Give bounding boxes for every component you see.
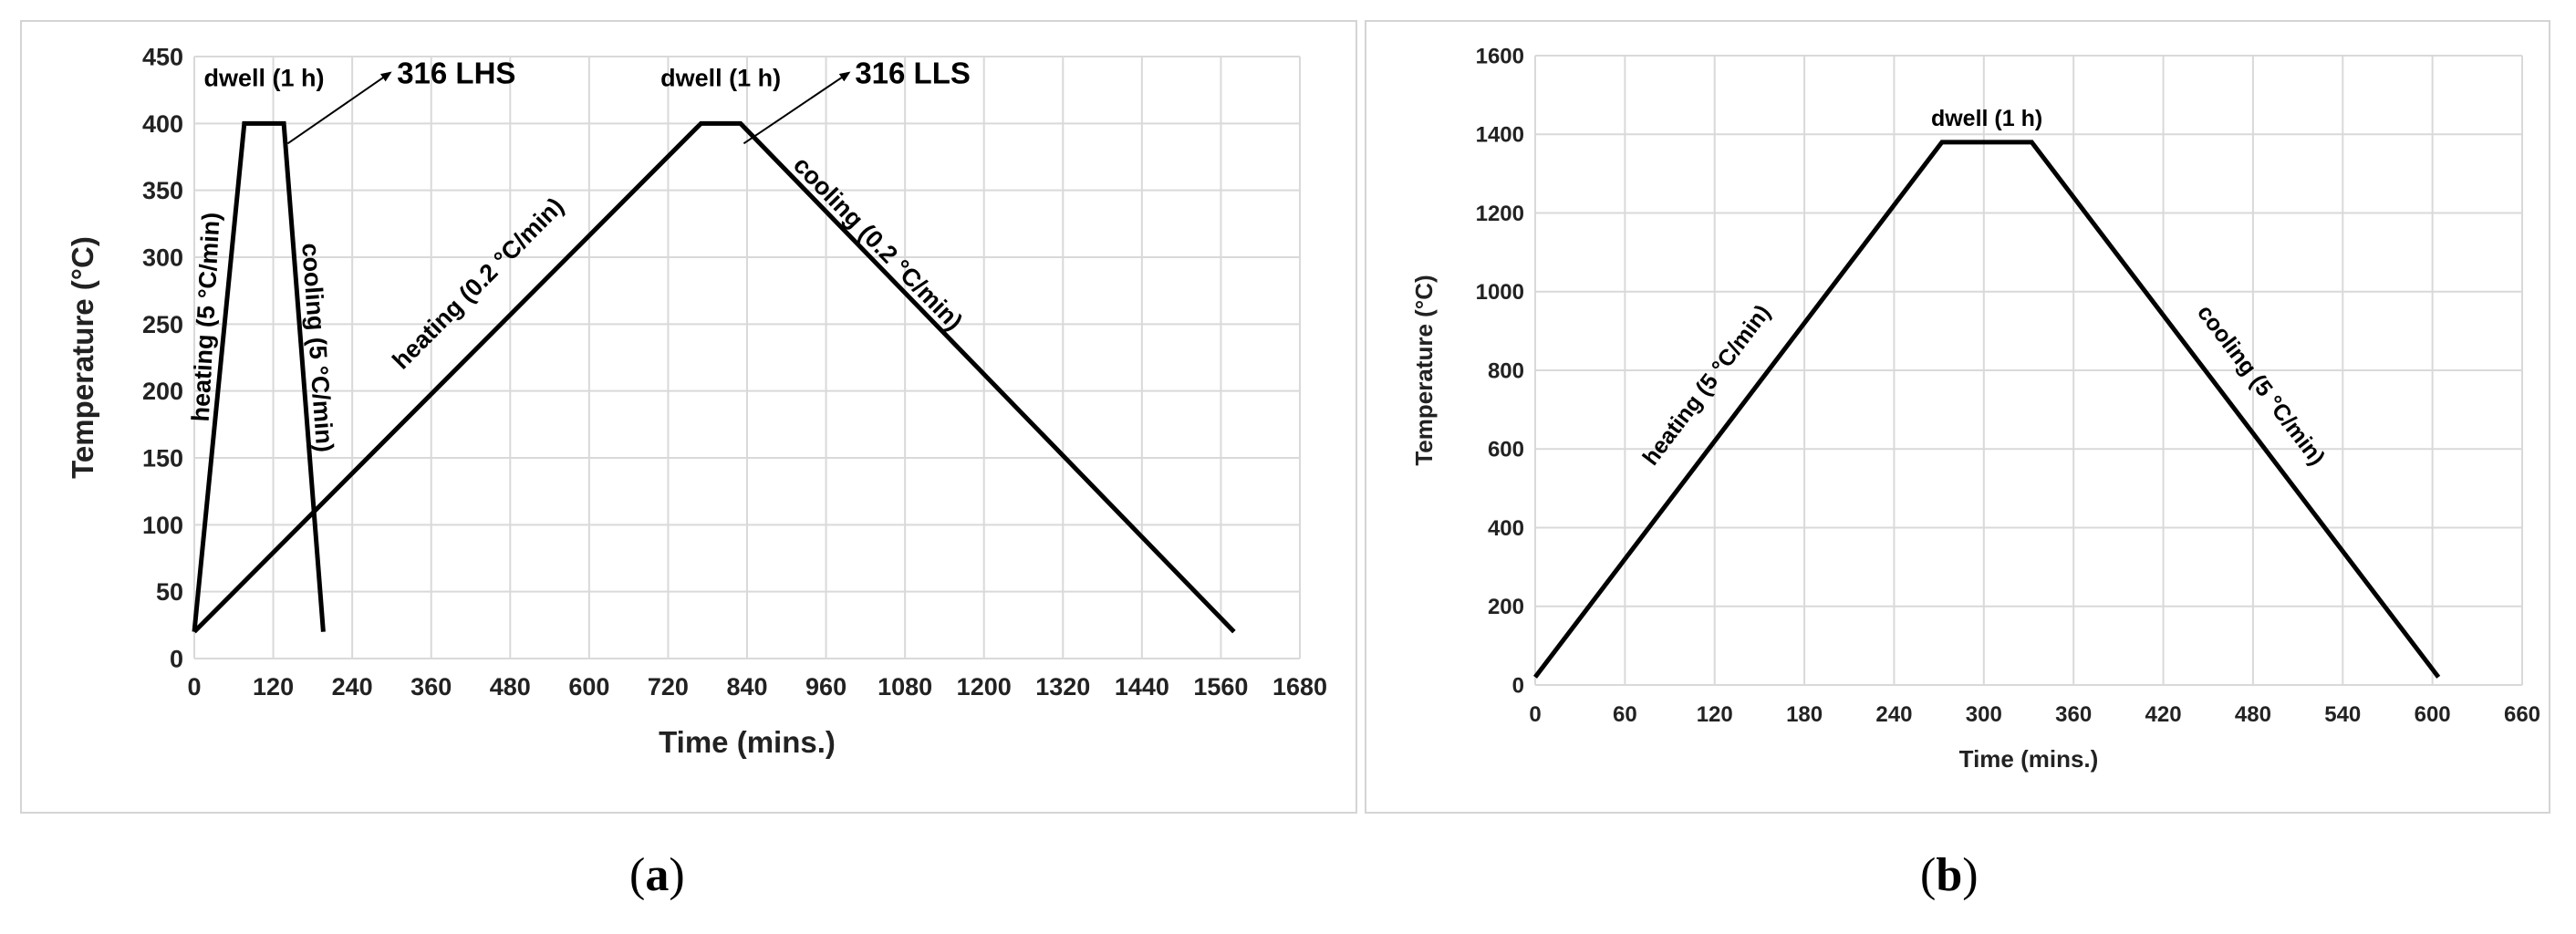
caption-a: (a) <box>629 849 685 901</box>
chart-a-y-tick-label: 100 <box>142 512 183 539</box>
chart-b-x-tick-label: 660 <box>2504 702 2540 727</box>
chart-b-y-tick-label: 400 <box>1488 516 1524 541</box>
chart-a-x-tick-label: 720 <box>648 673 689 700</box>
chart-a-y-tick-label: 0 <box>170 645 183 672</box>
chart-panel-b: 0 60 120 180 240 300 360 420 480 540 600 660 0 200 400… <box>1365 20 2550 814</box>
chart-b-x-axis-label: Time (mins.) <box>1959 745 2099 773</box>
chart-a-x-tick-label: 1560 <box>1193 673 1248 700</box>
chart-a-dwell-lhs-label: dwell (1 h) <box>203 64 324 91</box>
chart-b-x-tick-label: 420 <box>2145 702 2182 727</box>
chart-a-cooling-lls-label: cooling (0.2 °C/min) <box>788 151 968 336</box>
chart-b-x-tick-label: 600 <box>2415 702 2451 727</box>
chart-a-x-tick-label: 1680 <box>1272 673 1327 700</box>
chart-b-x-tick-label: 60 <box>1613 702 1637 727</box>
chart-b-series-line-1 <box>1533 140 2441 679</box>
chart-a-y-tick-label: 300 <box>142 244 183 271</box>
chart-b-x-tick-label: 360 <box>2055 702 2092 727</box>
chart-a-y-tick-label: 50 <box>156 578 183 606</box>
chart-b-x-tick-label: 120 <box>1697 702 1733 727</box>
chart-b-dwell-label: dwell (1 h) <box>1931 106 2042 131</box>
caption-a-letter: a <box>645 849 670 901</box>
chart-a-series-label-lhs: 316 LHS <box>397 57 515 90</box>
chart-a-x-tick-label: 1440 <box>1115 673 1169 700</box>
chart-a-series-label-lls: 316 LLS <box>855 57 971 90</box>
chart-a-x-axis-label: Time (mins.) <box>659 725 836 759</box>
chart-b-y-tick-label: 1000 <box>1476 280 1524 305</box>
chart-a-x-tick-label: 1320 <box>1035 673 1090 700</box>
chart-panel-a: 0 120 240 360 480 600 720 840 960 1080 1200 1320 144… <box>20 20 1357 814</box>
chart-a-y-tick-label: 450 <box>142 43 183 70</box>
chart-a-pointer-arrow-lls <box>743 71 851 145</box>
chart-a-x-tick-label: 960 <box>805 673 847 700</box>
chart-b-y-tick-label: 200 <box>1488 595 1524 619</box>
chart-b-x-tick-label: 180 <box>1786 702 1823 727</box>
chart-a-y-tick-label: 200 <box>142 378 183 405</box>
chart-a-x-tick-label: 600 <box>568 673 609 700</box>
chart-b-y-tick-label: 1400 <box>1476 123 1524 148</box>
chart-a-series-line-1 <box>192 120 326 632</box>
chart-a-x-tick-label: 840 <box>726 673 767 700</box>
chart-a-y-tick-label: 150 <box>142 444 183 472</box>
chart-a-svg: 0 120 240 360 480 600 720 840 960 1080 1200 1320 144… <box>66 43 1327 759</box>
chart-a-x-tick-label: 480 <box>490 673 531 700</box>
chart-a-x-tick-label: 360 <box>410 673 452 700</box>
chart-a-series-line-2 <box>192 120 1236 634</box>
chart-b-x-tick-label: 480 <box>2235 702 2271 727</box>
chart-a-pointer-arrow-lhs <box>286 71 392 145</box>
chart-a-y-tick-label: 250 <box>142 311 183 338</box>
chart-a-y-tick-label: 350 <box>142 177 183 204</box>
chart-a-x-tick-label: 1200 <box>957 673 1012 700</box>
chart-b-y-tick-label: 1600 <box>1476 44 1524 68</box>
chart-b-y-tick-label: 0 <box>1512 673 1524 698</box>
caption-b-letter: b <box>1936 849 1963 901</box>
chart-b-x-tick-label: 240 <box>1875 702 1912 727</box>
chart-b-x-tick-label: 0 <box>1529 702 1541 727</box>
chart-b-y-axis-label: Temperature (°C) <box>1410 275 1438 465</box>
chart-a-dwell-lls-label: dwell (1 h) <box>660 64 781 91</box>
chart-b-y-tick-label: 800 <box>1488 358 1524 383</box>
chart-b-y-tick-label: 1200 <box>1476 202 1524 226</box>
chart-b-x-tick-label: 300 <box>1966 702 2002 727</box>
chart-a-y-axis-label: Temperature (°C) <box>66 236 99 479</box>
chart-a-x-tick-label: 120 <box>253 673 294 700</box>
chart-a-y-tick-label: 400 <box>142 110 183 138</box>
chart-a-x-tick-label: 1080 <box>878 673 932 700</box>
chart-a-x-tick-label: 240 <box>332 673 373 700</box>
chart-a-x-tick-label: 0 <box>187 673 201 700</box>
chart-b-y-tick-label: 600 <box>1488 438 1524 462</box>
caption-b: (b) <box>1920 849 1979 901</box>
chart-b-svg: 0 60 120 180 240 300 360 420 480 540 600 660 0 200 400… <box>1410 44 2540 773</box>
chart-b-x-tick-label: 540 <box>2324 702 2361 727</box>
